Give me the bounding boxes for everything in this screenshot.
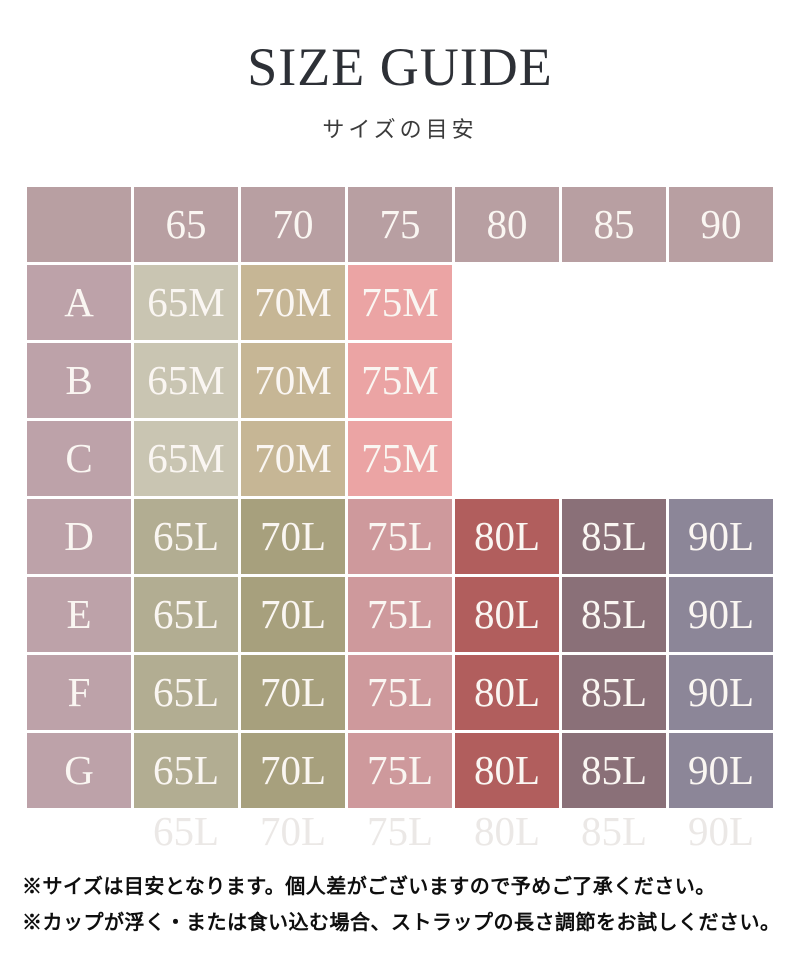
empty-cell (562, 421, 666, 496)
size-cell-E75: 75L (348, 577, 452, 652)
size-cell-D85: 85L (562, 499, 666, 574)
size-cell-G65: 65L (134, 733, 238, 808)
size-cell-E85: 85L (562, 577, 666, 652)
size-cell-D65: 65L (134, 499, 238, 574)
size-cell-B65: 65M (134, 343, 238, 418)
size-cell-F90: 90L (669, 655, 773, 730)
empty-cell (455, 265, 559, 340)
size-cell-G90: 90L (669, 733, 773, 808)
size-cell-D75: 75L (348, 499, 452, 574)
size-cell-A75: 75M (348, 265, 452, 340)
column-header-85: 85 (562, 187, 666, 262)
empty-cell (669, 421, 773, 496)
empty-cell (669, 343, 773, 418)
empty-cell (562, 265, 666, 340)
size-cell-E65: 65L (134, 577, 238, 652)
page-subtitle: サイズの目安 (322, 117, 478, 142)
size-cell-G75: 75L (348, 733, 452, 808)
size-cell-G80: 80L (455, 733, 559, 808)
size-cell-E70: 70L (241, 577, 345, 652)
size-cell-E80: 80L (455, 577, 559, 652)
empty-cell (455, 421, 559, 496)
ghost-cell-85: 85L (580, 811, 648, 854)
empty-cell (669, 265, 773, 340)
column-header-90: 90 (669, 187, 773, 262)
page-title: SIZE GUIDE (247, 37, 553, 97)
size-cell-G70: 70L (241, 733, 345, 808)
size-cell-F75: 75L (348, 655, 452, 730)
size-cell-F70: 70L (241, 655, 345, 730)
size-table: 65 70 75 80 85 90 A 65M 70M 75M B 65M 70M 75M C 65M 70M 7… (27, 187, 773, 886)
column-header-65: 65 (134, 187, 238, 262)
ghost-cell-spacer (27, 811, 131, 857)
size-cell-D80: 80L (455, 499, 559, 574)
empty-cell (455, 343, 559, 418)
note-size-disclaimer: ※サイズは目安となります。個人差がございますので予めご了承ください。 (22, 876, 716, 898)
row-label-C: C (27, 421, 131, 496)
corner-cell (27, 187, 131, 262)
size-cell-B70: 70M (241, 343, 345, 418)
row-label-D: D (27, 499, 131, 574)
size-cell-D70: 70L (241, 499, 345, 574)
column-header-80: 80 (455, 187, 559, 262)
size-cell-C75: 75M (348, 421, 452, 496)
note-strap-adjustment: ※カップが浮く・または食い込む場合、ストラップの長さ調節をお試しください。 (22, 912, 781, 934)
ghost-cell-75: 75L (366, 811, 434, 854)
size-cell-D90: 90L (669, 499, 773, 574)
ghost-cell-90: 90L (687, 811, 755, 854)
size-cell-F65: 65L (134, 655, 238, 730)
column-header-75: 75 (348, 187, 452, 262)
row-label-F: F (27, 655, 131, 730)
empty-cell (562, 343, 666, 418)
footer-notes: ※サイズは目安となります。個人差がございますので予めご了承ください。 ※カップが… (22, 869, 781, 941)
size-cell-F85: 85L (562, 655, 666, 730)
size-cell-F80: 80L (455, 655, 559, 730)
size-cell-A70: 70M (241, 265, 345, 340)
ghost-cell-70: 70L (259, 811, 327, 854)
size-cell-E90: 90L (669, 577, 773, 652)
ghost-cell-65: 65L (152, 811, 220, 854)
row-label-G: G (27, 733, 131, 808)
size-cell-C65: 65M (134, 421, 238, 496)
size-cell-G85: 85L (562, 733, 666, 808)
ghost-cell-80: 80L (473, 811, 541, 854)
column-header-70: 70 (241, 187, 345, 262)
row-label-E: E (27, 577, 131, 652)
row-label-B: B (27, 343, 131, 418)
size-cell-C70: 70M (241, 421, 345, 496)
row-label-A: A (27, 265, 131, 340)
size-cell-A65: 65M (134, 265, 238, 340)
size-cell-B75: 75M (348, 343, 452, 418)
